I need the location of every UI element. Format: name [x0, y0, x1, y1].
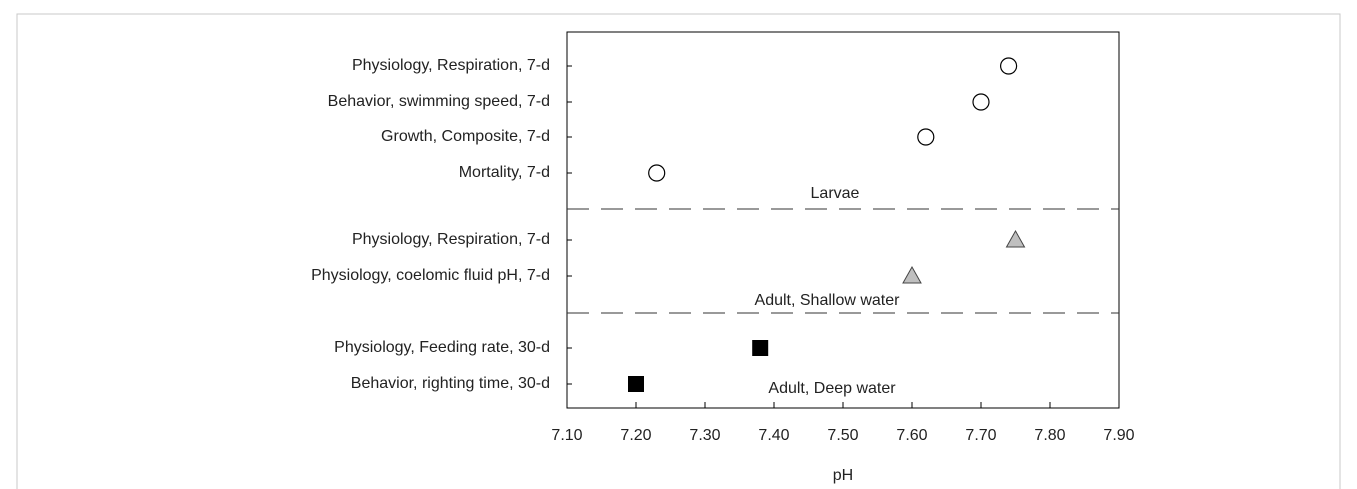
point — [648, 164, 666, 182]
point — [999, 57, 1018, 75]
y-tick-label: Physiology, coelomic fluid pH, 7-d — [311, 267, 550, 284]
x-tick-label: 7.80 — [1034, 427, 1065, 444]
y-tick-label: Growth, Composite, 7-d — [381, 128, 550, 145]
x-tick-label: 7.50 — [827, 427, 858, 444]
x-tick-label: 7.10 — [551, 427, 582, 444]
y-tick-label: Physiology, Respiration, 7-d — [352, 57, 550, 74]
point — [902, 265, 922, 284]
x-tick-label: 7.60 — [896, 427, 927, 444]
x-tick-label: 7.90 — [1103, 427, 1134, 444]
point — [917, 128, 935, 146]
point — [752, 340, 769, 356]
y-tick-label: Physiology, Feeding rate, 30-d — [334, 339, 550, 356]
x-axis-label: pH — [833, 467, 853, 484]
frame — [16, 13, 1341, 489]
x-tick-label: 7.20 — [620, 427, 651, 444]
point — [972, 93, 990, 111]
x-tick-label: 7.40 — [758, 427, 789, 444]
group-label: Adult, Shallow water — [755, 292, 901, 309]
point — [1005, 229, 1026, 248]
y-tick-label: Physiology, Respiration, 7-d — [352, 231, 550, 248]
group-label: Larvae — [811, 185, 860, 202]
plot-area — [566, 31, 1120, 409]
group-label: Adult, Deep water — [768, 380, 896, 397]
y-tick-label: Mortality, 7-d — [459, 164, 550, 181]
y-tick-label: Behavior, righting time, 30-d — [351, 375, 550, 392]
x-tick-label: 7.70 — [965, 427, 996, 444]
y-tick-label: Behavior, swimming speed, 7-d — [328, 93, 550, 110]
point — [628, 376, 644, 392]
x-tick-label: 7.30 — [689, 427, 720, 444]
